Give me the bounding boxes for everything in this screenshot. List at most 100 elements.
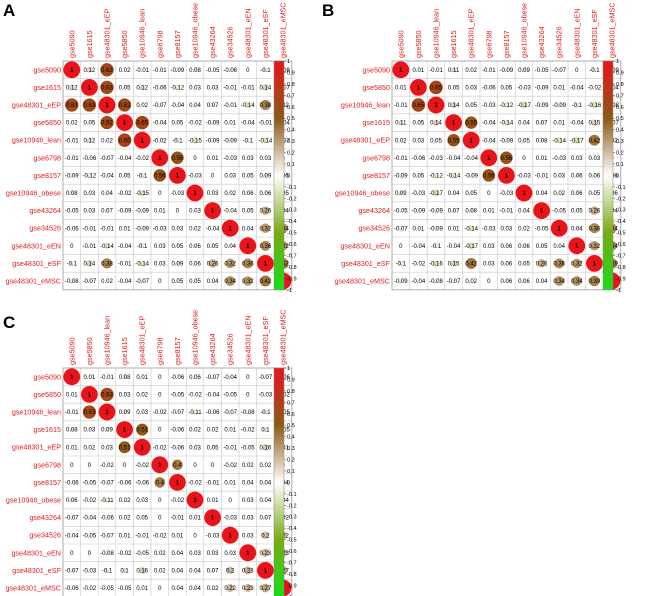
cell-circle [193, 568, 197, 573]
cell-value: 0.04 [101, 191, 113, 197]
cell-circle [540, 156, 543, 159]
cell-value: 0.01 [66, 445, 78, 451]
cell-value: 0.2 [261, 533, 270, 539]
cell-circle [260, 240, 271, 251]
cell-value: 0 [246, 375, 250, 381]
color-bar-tick-label: -0.6 [287, 242, 297, 248]
cell-value: 0.32 [242, 279, 254, 285]
cell-value: 1 [246, 244, 250, 250]
cell-value: -0.15 [188, 138, 202, 144]
cell-circle [487, 226, 491, 230]
cell-circle [158, 569, 161, 572]
color-bar-tick-label: -0.7 [287, 560, 297, 566]
cell-circle [521, 278, 527, 284]
cell-value: 0.55 [448, 138, 460, 144]
cell-circle [398, 225, 404, 231]
cell-value: 0.04 [172, 569, 184, 575]
cell-value: 0.32 [571, 262, 583, 268]
cell-circle [174, 84, 181, 91]
row-label: gse6798 [33, 153, 61, 162]
row-label: gse5090 [33, 65, 61, 74]
cell-value: 0.02 [101, 138, 113, 144]
color-bar-tick-label: -1 [616, 288, 621, 294]
cell-value: -0.12 [83, 174, 97, 180]
cell-value: 0.63 [101, 393, 113, 399]
cell-circle [228, 375, 232, 379]
cell-value: -0.05 [118, 586, 132, 592]
cell-circle [123, 191, 126, 195]
row-label: gse1615 [33, 425, 61, 434]
cell-value: 0 [193, 156, 197, 162]
row-label: gse48301_eSF [12, 566, 61, 575]
cell-circle [69, 278, 75, 284]
column-label: gse10946_lean [103, 316, 112, 365]
color-bar-tick-label: -0.5 [287, 231, 297, 237]
cell-circle [88, 227, 91, 230]
cell-circle [100, 387, 114, 402]
cell-circle [87, 191, 91, 195]
color-bar-tick-label: 0.4 [287, 128, 295, 134]
cell-circle [558, 86, 561, 89]
color-bar-tick-label: -0.4 [287, 526, 297, 532]
column-label: gse48301_eEP [138, 316, 147, 365]
cell-circle [504, 85, 509, 90]
cell-circle [398, 190, 404, 196]
cell-value: -0.16 [429, 262, 443, 268]
cell-value: -0.02 [100, 463, 114, 469]
cell-circle [211, 499, 214, 501]
cell-value: -0.14 [552, 138, 566, 144]
column-label: gse48301_eEN [243, 8, 252, 58]
cell-circle [504, 226, 508, 230]
cell-circle [141, 68, 144, 71]
row-label: gse48301_eEP [12, 101, 61, 110]
cell-value: 0.09 [101, 428, 113, 434]
cell-circle [104, 155, 110, 161]
cell-value: 0.02 [119, 498, 131, 504]
cell-circle [225, 258, 235, 269]
color-bar-tick-label: 0.3 [287, 139, 295, 145]
cell-value: -0.07 [552, 68, 566, 74]
cell-value: 1 [399, 68, 403, 74]
cell-circle [104, 497, 110, 503]
cell-value: 0.02 [119, 516, 131, 522]
cell-circle [227, 409, 233, 415]
cell-circle [88, 375, 91, 378]
cell-circle [106, 375, 108, 378]
cell-value: -0.04 [223, 209, 237, 215]
cell-value: 0.05 [207, 445, 219, 451]
cell-value: 0.04 [207, 279, 219, 285]
color-bar-tick-label: 0.6 [287, 412, 295, 418]
cell-circle [175, 191, 179, 195]
cell-value: 0.03 [571, 156, 583, 162]
cell-value: -0.04 [241, 121, 255, 127]
cell-circle [211, 586, 214, 590]
cell-value: 1 [88, 86, 92, 92]
cell-circle [225, 276, 236, 286]
cell-value: 0.05 [518, 138, 530, 144]
row-label: gse48301_eMSC [334, 277, 390, 286]
color-bar-tick-label: 0 [287, 173, 290, 179]
row-label: gse5090 [33, 372, 61, 381]
cell-circle [574, 102, 580, 108]
cell-circle [65, 98, 79, 112]
cell-value: -0.07 [447, 279, 461, 285]
cell-value: -0.02 [83, 498, 97, 504]
cell-value: 1 [593, 262, 597, 268]
cell-circle [105, 445, 109, 449]
color-bar-tick-label: 0.2 [287, 458, 295, 464]
cell-value: 0 [246, 393, 250, 399]
color-bar-tick-label: -0.9 [287, 276, 297, 282]
cell-circle [87, 533, 92, 538]
cell-value: -0.07 [65, 516, 79, 522]
cell-circle [123, 551, 126, 554]
cell-circle [69, 260, 75, 267]
cell-value: -0.09 [535, 86, 549, 92]
cell-circle [141, 375, 144, 378]
cell-circle [69, 427, 75, 432]
cell-value: -0.03 [223, 156, 237, 162]
cell-circle [469, 103, 474, 107]
cell-value: 0.02 [66, 121, 78, 127]
cell-circle [193, 551, 197, 555]
cell-circle [122, 586, 127, 590]
cell-circle [175, 120, 180, 125]
